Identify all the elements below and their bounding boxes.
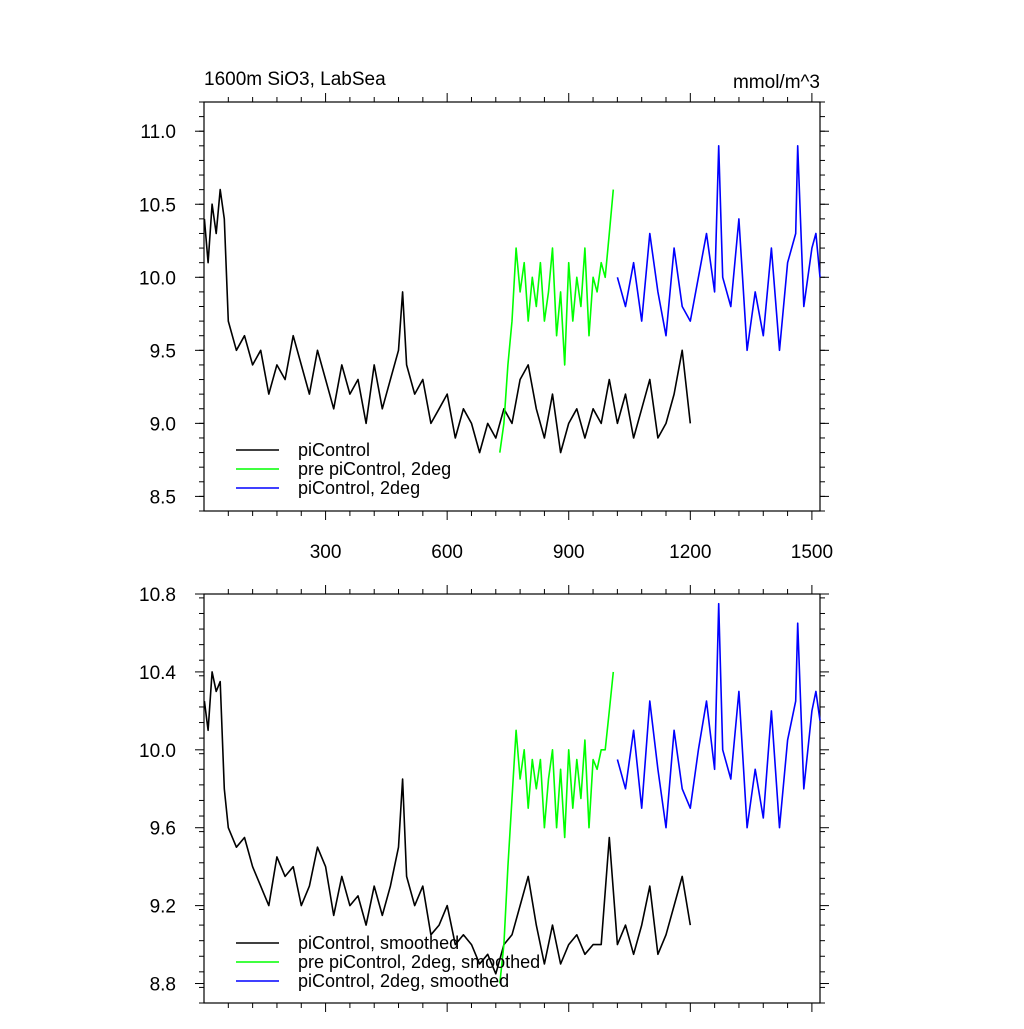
y-tick-label: 10.8 [139,585,176,606]
chart-title: 1600m SiO3, LabSea [204,69,386,90]
x-tick-label: 600 [431,542,463,563]
x-tick-label: 1200 [669,542,711,563]
x-tick-label: 900 [553,542,585,563]
legend-label: piControl [298,440,370,460]
series-line-2 [616,145,821,352]
bottom-panel: 8.8 9.2 9.6 10.0 10.4 10.8 piControl, smoothed… [139,585,829,1012]
y-tick-label: 10.0 [139,741,176,762]
y-tick-label: 10.4 [139,663,176,684]
legend-label: piControl, 2deg [298,478,420,498]
legend-label: piControl, 2deg, smoothed [298,971,509,991]
units-label: mmol/m^3 [733,72,820,93]
series-line-1 [499,671,615,984]
plot-frame [203,101,821,512]
x-tick-label: 300 [310,542,342,563]
y-tick-label: 10.5 [139,195,176,216]
legend-label: pre piControl, 2deg, smoothed [298,952,540,972]
y-tick-label: 9.2 [150,897,176,918]
series-line-1 [499,189,615,453]
y-tick-label: 9.5 [150,341,176,362]
y-tick-label: 10.0 [139,268,176,289]
y-tick-label: 9.6 [150,819,176,840]
x-tick-label: 1500 [791,542,833,563]
y-tick-label: 8.8 [150,975,176,996]
series-line-0 [203,188,692,454]
top-panel: 300 600 900 1200 1500 8.5 9.0 9.5 10.0 10.5 11.0 pi… [139,93,833,563]
y-tick-label: 11.0 [140,122,176,143]
y-tick-label: 9.0 [150,414,176,435]
legend-label: pre piControl, 2deg [298,459,451,479]
y-tick-label: 8.5 [150,487,176,508]
series-line-0 [203,671,692,975]
series-line-2 [616,602,821,829]
legend-label: piControl, smoothed [298,933,459,953]
plot-frame [203,593,821,1004]
